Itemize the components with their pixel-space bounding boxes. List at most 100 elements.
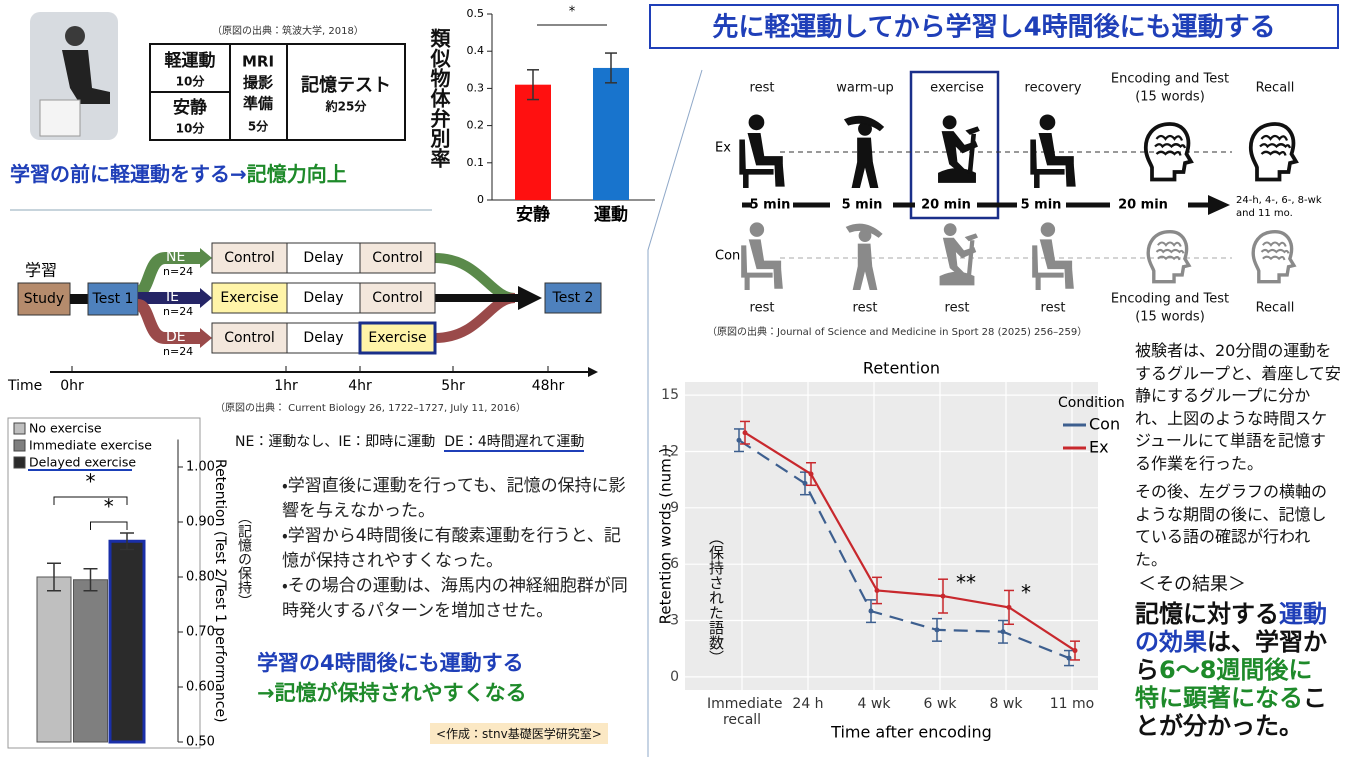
condition-label: Control <box>224 250 275 266</box>
result-part: 運動の効果 <box>1135 600 1327 656</box>
stage-label: recovery <box>1025 81 1082 96</box>
description: 被験者は、20分間の運動をするグループと、着座して安静にするグループに分かれ、上… <box>1135 340 1341 571</box>
timeline <box>1208 195 1230 215</box>
y-tick-label: 0 <box>670 669 679 685</box>
icon <box>1251 124 1296 180</box>
icon <box>844 115 884 188</box>
source: （原図の出典： Current Biology 26, 1722–1727, J… <box>215 401 526 414</box>
x-tick-label: 11 mo <box>1049 696 1095 712</box>
bar <box>36 576 72 743</box>
condition-box <box>286 322 361 354</box>
condition-label: Delay <box>303 290 343 306</box>
legend-swatch <box>13 422 26 435</box>
label: Time <box>7 378 42 394</box>
duration: 20 min <box>921 198 971 213</box>
note: NE：運動なし、IE：即時に運動 DE：4時間遅れて運動 <box>235 431 585 452</box>
legend-swatch <box>13 456 26 469</box>
stage-label: rest <box>1041 301 1066 316</box>
main-arrow <box>518 286 542 310</box>
point <box>742 430 748 436</box>
y-tick-label: 3 <box>670 613 679 629</box>
group-n: n=24 <box>163 305 193 318</box>
y-tick-label: 6 <box>670 556 679 572</box>
time-label: 4hr <box>348 378 372 394</box>
caption-part: 記憶力向上 <box>246 162 347 186</box>
conclusion: 学習の4時間後にも運動する →記憶が保持されやすくなる <box>257 648 527 708</box>
condition-label: Exercise <box>368 330 426 346</box>
table-cell: 軽運動 <box>165 50 216 71</box>
point <box>1006 604 1012 610</box>
group-name: IE <box>166 289 179 305</box>
y-tick-label: 0.5 <box>467 7 485 20</box>
title: 先に軽運動してから学習し4時間後にも運動する <box>712 12 1275 43</box>
legend-label: Ex <box>1089 438 1109 457</box>
duration: 20 min <box>1118 198 1168 213</box>
duration: 5 min <box>842 198 883 213</box>
condition-label: Control <box>224 330 275 346</box>
group-arrow <box>200 288 212 308</box>
annotation: * <box>569 5 576 20</box>
group-n: n=24 <box>163 265 193 278</box>
table-cell: 安静 <box>173 97 207 118</box>
stage-label: Encoding and Test <box>1111 72 1229 87</box>
legend-label: Immediate exercise <box>29 438 152 453</box>
group-label: Con <box>715 249 740 264</box>
icon <box>939 223 978 286</box>
group-n: n=24 <box>163 345 193 358</box>
note-part: NE：運動なし、IE：即時に運動 <box>235 434 436 450</box>
time-label: 1hr <box>274 378 298 394</box>
stage-label: warm-up <box>836 81 894 96</box>
x-tick-label: 8 wk <box>989 696 1023 712</box>
paragraph: 被験者は、20分間の運動をするグループと、着座して安静にするグループに分かれ、上… <box>1135 341 1341 473</box>
point <box>940 593 946 599</box>
condition-label: Control <box>372 290 423 306</box>
bullet: ・学習直後に運動を行っても、記憶の保持に影響を与えなかった。 <box>282 476 626 521</box>
y-tick-label: 0.60 <box>186 680 215 695</box>
time-label: 48hr <box>532 378 565 394</box>
icon <box>739 114 785 188</box>
conclusion-line: 学習の4時間後にも運動する <box>257 651 524 675</box>
x-tick-label: 安静 <box>516 204 550 225</box>
label: Test 2 <box>552 290 594 306</box>
group-arrow <box>135 299 200 344</box>
x-tick-label: 24 h <box>792 696 824 712</box>
result-heading: ＜その結果＞ <box>1138 574 1246 595</box>
bullets: ・学習直後に運動を行っても、記憶の保持に影響を与えなかった。 ・学習から4時間後… <box>282 474 634 624</box>
bar <box>108 539 146 744</box>
duration: 5 min <box>750 198 791 213</box>
group-arrow <box>434 293 516 343</box>
y-tick-label: 0.1 <box>467 156 485 169</box>
icon <box>938 115 980 183</box>
legend-swatch <box>13 439 26 452</box>
icon <box>1032 222 1074 290</box>
group-arrow <box>135 252 200 298</box>
group-arrow <box>200 248 212 268</box>
table-cell: MRI <box>242 53 274 71</box>
y-tick-label: 0.50 <box>186 735 215 750</box>
y-tick-label: 1.00 <box>186 460 215 475</box>
paragraph: その後、左グラフの横軸のような期間の後に、記憶している語の確認が行われた。 <box>1135 482 1328 569</box>
stage-label: Encoding and Test <box>1111 292 1229 307</box>
bar <box>73 579 108 743</box>
table-cell: 約25分 <box>325 99 368 114</box>
annotation: * <box>86 470 96 494</box>
point <box>1000 629 1006 635</box>
duration: 5 min <box>1021 198 1062 213</box>
table-cell: 準備 <box>243 95 273 113</box>
photo-figure <box>39 99 81 137</box>
label: Test 1 <box>92 291 134 307</box>
result-part: 6～8週間後に特に顕著になる <box>1135 656 1313 712</box>
y-tick-label: 0.3 <box>467 81 485 94</box>
result-part: ことが分かった。 <box>1135 684 1327 740</box>
icon <box>1030 114 1076 188</box>
result: 記憶に対する運動の効果は、学習から6～8週間後に特に顕著になることが分かった。 <box>1135 600 1335 740</box>
condition-label: Delay <box>303 250 343 266</box>
group-name: NE <box>166 249 185 265</box>
plot-background <box>685 382 1098 690</box>
icon <box>845 223 883 290</box>
annotation: * <box>104 495 114 519</box>
icon <box>1148 232 1189 282</box>
test-box <box>544 282 602 314</box>
bullet: ・学習から4時間後に有酸素運動を行うと、記憶が保持されやすくなった。 <box>282 526 621 571</box>
